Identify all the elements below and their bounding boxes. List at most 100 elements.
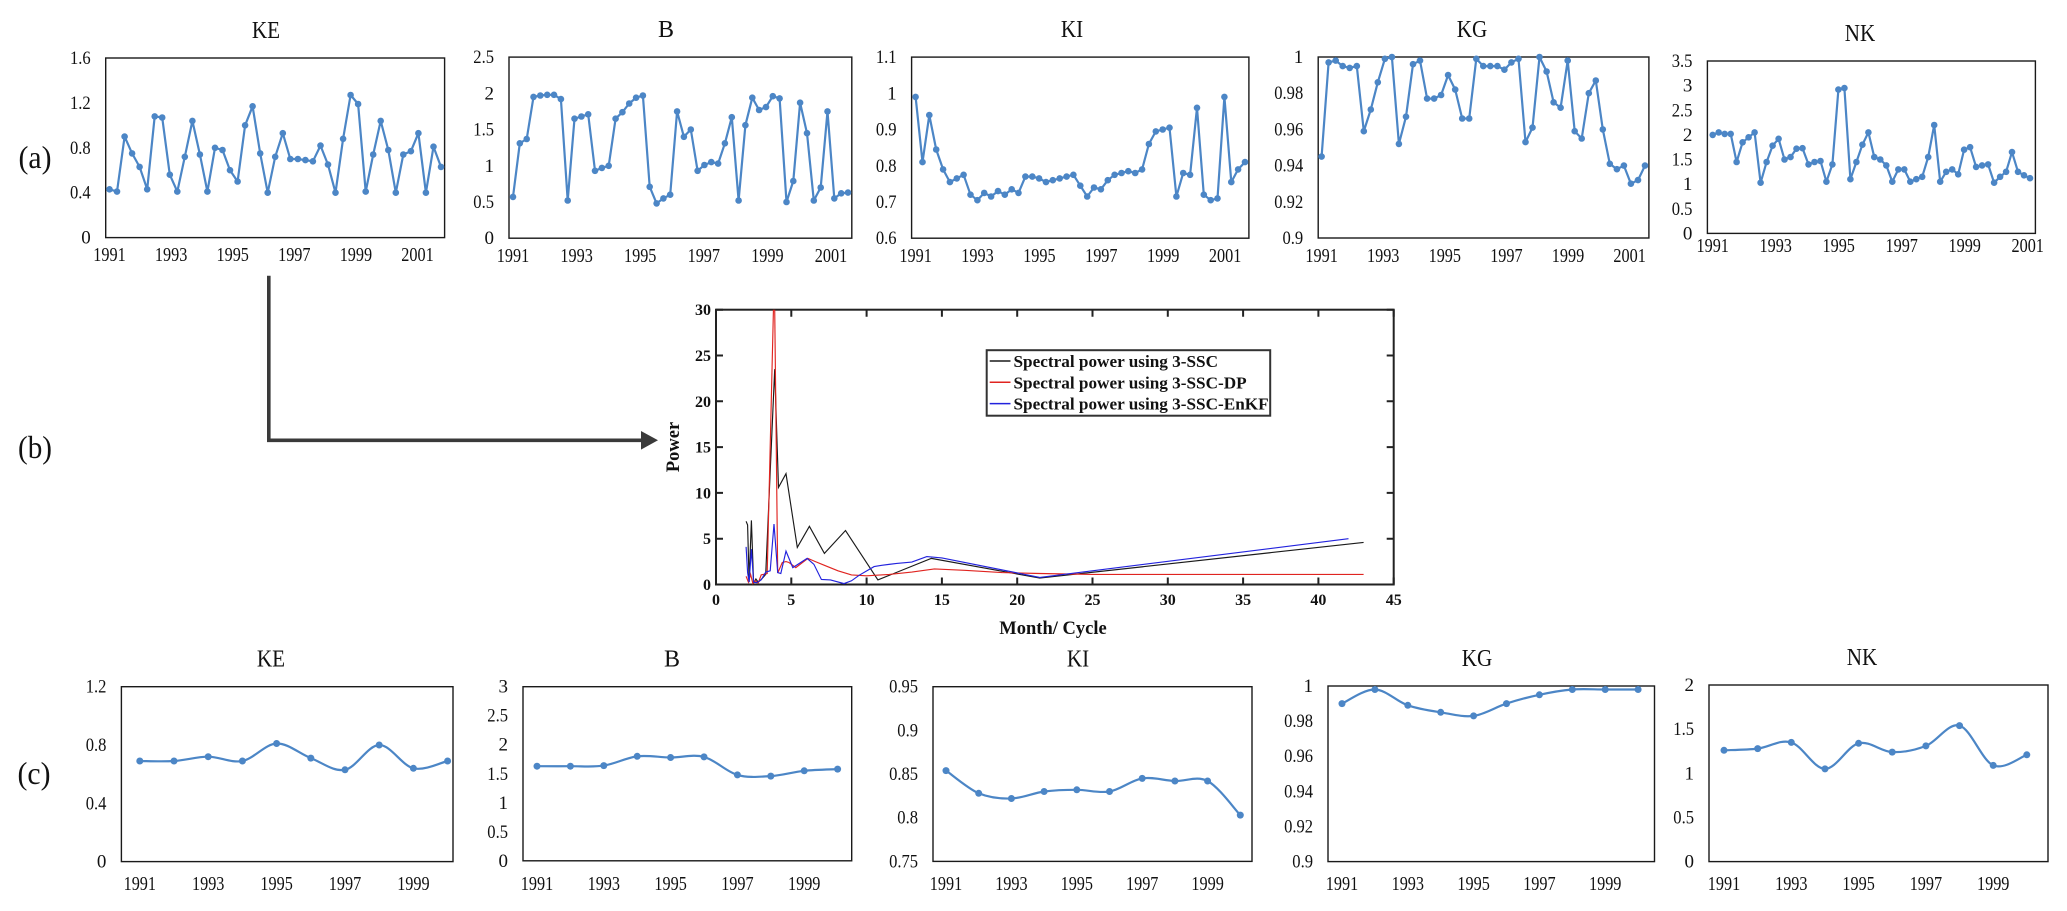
svg-text:0.98: 0.98 [1284, 711, 1313, 732]
svg-text:1995: 1995 [654, 873, 686, 895]
svg-text:KG: KG [1457, 17, 1488, 43]
svg-text:B: B [664, 647, 680, 673]
svg-text:0.75: 0.75 [889, 851, 918, 872]
svg-text:2: 2 [1683, 125, 1693, 146]
svg-text:5: 5 [787, 592, 795, 609]
svg-text:25: 25 [695, 348, 711, 365]
svg-text:1993: 1993 [961, 245, 993, 267]
svg-text:1995: 1995 [1457, 873, 1489, 895]
svg-text:30: 30 [1160, 592, 1176, 609]
svg-text:1993: 1993 [1392, 873, 1424, 895]
svg-text:1991: 1991 [521, 873, 553, 895]
svg-text:1: 1 [485, 156, 495, 177]
svg-text:2: 2 [1685, 675, 1695, 696]
svg-text:1: 1 [1683, 174, 1693, 195]
svg-text:0.9: 0.9 [1283, 228, 1304, 249]
svg-text:1999: 1999 [1949, 235, 1981, 257]
svg-text:2001: 2001 [401, 244, 433, 266]
svg-text:KI: KI [1067, 647, 1089, 673]
svg-text:1.5: 1.5 [1673, 719, 1694, 740]
svg-text:1993: 1993 [1775, 873, 1807, 895]
svg-text:Spectral power using 3-SSC: Spectral power using 3-SSC [1014, 352, 1219, 371]
svg-text:1.1: 1.1 [876, 47, 897, 68]
svg-text:0.95: 0.95 [889, 677, 918, 698]
svg-text:0.5: 0.5 [1672, 199, 1693, 220]
svg-text:2001: 2001 [2012, 235, 2044, 257]
svg-text:3.5: 3.5 [1672, 51, 1693, 72]
svg-text:1997: 1997 [1085, 245, 1117, 267]
svg-text:1.5: 1.5 [473, 120, 494, 141]
svg-text:1991: 1991 [497, 245, 529, 267]
svg-text:0.4: 0.4 [86, 793, 107, 814]
svg-text:1995: 1995 [1823, 235, 1855, 257]
svg-text:3: 3 [499, 677, 509, 698]
svg-text:1999: 1999 [1191, 873, 1223, 895]
svg-text:1991: 1991 [1326, 873, 1358, 895]
svg-text:1: 1 [1685, 763, 1695, 784]
svg-text:0.5: 0.5 [473, 192, 494, 213]
svg-text:20: 20 [695, 394, 711, 411]
svg-text:40: 40 [1310, 592, 1326, 609]
svg-text:45: 45 [1386, 592, 1402, 609]
svg-text:0: 0 [97, 852, 107, 873]
svg-text:1999: 1999 [340, 244, 372, 266]
svg-text:1993: 1993 [1760, 235, 1792, 257]
svg-text:1991: 1991 [124, 873, 156, 895]
svg-text:0.9: 0.9 [1292, 852, 1313, 873]
svg-text:0.98: 0.98 [1274, 83, 1303, 104]
svg-text:KG: KG [1462, 646, 1493, 672]
svg-text:1999: 1999 [1589, 873, 1621, 895]
svg-text:0: 0 [712, 592, 720, 609]
svg-text:KE: KE [252, 18, 280, 44]
svg-text:0.96: 0.96 [1274, 119, 1303, 140]
svg-text:1997: 1997 [688, 245, 720, 267]
svg-text:1997: 1997 [721, 873, 753, 895]
svg-text:0.8: 0.8 [86, 735, 107, 756]
svg-text:1.2: 1.2 [86, 677, 107, 698]
svg-text:1999: 1999 [1552, 245, 1584, 267]
svg-text:2001: 2001 [815, 245, 847, 267]
svg-text:0.7: 0.7 [876, 192, 897, 213]
svg-text:1997: 1997 [1126, 873, 1158, 895]
svg-text:15: 15 [695, 440, 711, 457]
svg-text:1997: 1997 [329, 873, 361, 895]
svg-text:1: 1 [1294, 47, 1304, 68]
svg-text:25: 25 [1085, 592, 1101, 609]
svg-text:1991: 1991 [1305, 245, 1337, 267]
svg-text:KI: KI [1061, 17, 1083, 43]
svg-text:0.6: 0.6 [876, 228, 897, 249]
svg-text:1.2: 1.2 [70, 93, 91, 114]
svg-text:0: 0 [1683, 223, 1693, 244]
svg-text:1997: 1997 [1490, 245, 1522, 267]
svg-text:15: 15 [934, 592, 950, 609]
svg-text:1993: 1993 [192, 873, 224, 895]
svg-text:0.92: 0.92 [1284, 817, 1313, 838]
svg-text:1.5: 1.5 [487, 764, 508, 785]
svg-text:Month/ Cycle: Month/ Cycle [999, 619, 1106, 639]
svg-text:0.9: 0.9 [897, 720, 918, 741]
svg-text:1991: 1991 [1697, 235, 1729, 257]
svg-text:1.6: 1.6 [70, 48, 91, 69]
svg-text:2001: 2001 [1209, 245, 1241, 267]
svg-text:1997: 1997 [1886, 235, 1918, 257]
svg-text:35: 35 [1235, 592, 1251, 609]
svg-text:2001: 2001 [1613, 245, 1645, 267]
svg-text:2: 2 [485, 83, 495, 104]
svg-text:0.96: 0.96 [1284, 746, 1313, 767]
svg-text:0.8: 0.8 [897, 808, 918, 829]
svg-text:(b): (b) [18, 429, 52, 465]
svg-text:0.8: 0.8 [876, 156, 897, 177]
svg-text:1995: 1995 [260, 873, 292, 895]
svg-text:5: 5 [703, 531, 711, 548]
svg-text:0.94: 0.94 [1284, 781, 1313, 802]
svg-text:1993: 1993 [588, 873, 620, 895]
svg-text:NK: NK [1845, 21, 1876, 47]
svg-text:1999: 1999 [397, 873, 429, 895]
svg-text:1995: 1995 [1061, 873, 1093, 895]
svg-text:0: 0 [703, 577, 711, 594]
svg-text:1997: 1997 [1910, 873, 1942, 895]
svg-text:1999: 1999 [751, 245, 783, 267]
svg-text:1993: 1993 [1367, 245, 1399, 267]
svg-text:2.5: 2.5 [487, 706, 508, 727]
svg-text:0: 0 [81, 228, 91, 249]
